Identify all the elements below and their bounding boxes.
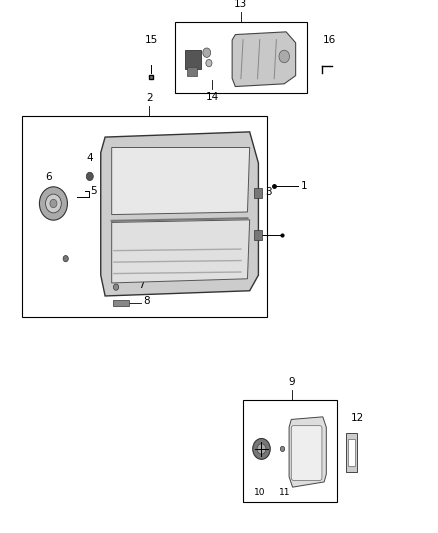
- Text: 3: 3: [265, 188, 272, 197]
- Circle shape: [203, 48, 211, 58]
- Polygon shape: [112, 220, 250, 283]
- Circle shape: [280, 446, 285, 451]
- Bar: [348, 440, 355, 465]
- Text: 15: 15: [145, 35, 158, 45]
- Circle shape: [206, 60, 212, 67]
- Polygon shape: [101, 132, 258, 296]
- Polygon shape: [112, 148, 250, 215]
- Bar: [254, 230, 262, 240]
- Text: 10: 10: [254, 488, 265, 497]
- Text: 16: 16: [323, 35, 336, 45]
- Circle shape: [86, 172, 93, 181]
- Bar: [113, 300, 129, 306]
- Circle shape: [63, 255, 68, 262]
- Text: 9: 9: [289, 377, 295, 387]
- Text: 4: 4: [86, 154, 93, 164]
- Circle shape: [46, 194, 61, 213]
- Text: 7: 7: [138, 279, 145, 289]
- Text: 8: 8: [143, 296, 150, 306]
- Text: 1: 1: [301, 181, 307, 191]
- FancyBboxPatch shape: [291, 426, 322, 480]
- Polygon shape: [232, 32, 296, 86]
- Text: 5: 5: [90, 186, 96, 196]
- Text: 14: 14: [206, 92, 219, 102]
- Circle shape: [50, 199, 57, 208]
- Bar: [185, 50, 201, 69]
- Text: 2: 2: [146, 93, 153, 103]
- Circle shape: [39, 187, 67, 220]
- Text: 13: 13: [234, 0, 247, 10]
- Circle shape: [113, 284, 119, 290]
- Bar: [175, 22, 307, 93]
- Bar: [243, 400, 337, 502]
- Polygon shape: [289, 417, 326, 487]
- Text: 12: 12: [350, 414, 364, 423]
- Circle shape: [279, 50, 290, 63]
- Bar: [346, 433, 357, 472]
- Text: 6: 6: [45, 172, 52, 182]
- Text: 11: 11: [279, 488, 290, 497]
- Circle shape: [253, 439, 270, 459]
- Circle shape: [257, 443, 266, 454]
- Bar: [22, 116, 267, 317]
- Bar: [254, 188, 262, 198]
- Bar: [187, 67, 197, 76]
